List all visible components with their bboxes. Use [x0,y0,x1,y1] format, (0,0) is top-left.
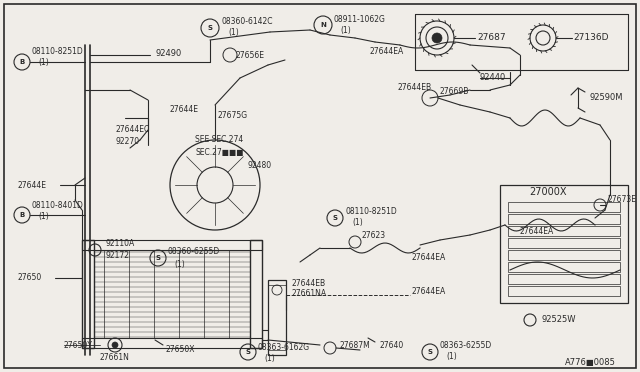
Text: (1): (1) [352,218,363,228]
Text: (1): (1) [264,353,275,362]
Text: 27644EB: 27644EB [292,279,326,288]
Bar [500,185,628,303]
Text: 92590M: 92590M [590,93,623,103]
Text: (1): (1) [38,58,49,67]
Text: 27661N: 27661N [100,353,130,362]
Text: 27644E: 27644E [170,106,199,115]
Text: 92490: 92490 [155,48,181,58]
Bar [508,238,620,248]
Text: B: B [19,59,24,65]
Text: 27644EA: 27644EA [412,253,446,263]
Text: 27687: 27687 [477,33,506,42]
Text: SEE SEC.274: SEE SEC.274 [195,135,243,144]
Bar [82,338,262,348]
Text: 08110-8251D: 08110-8251D [345,208,397,217]
Text: 27687M: 27687M [340,340,371,350]
Bar [508,250,620,260]
Text: S: S [156,255,161,261]
Text: SEC.27■■■: SEC.27■■■ [195,148,243,157]
Text: 27656E: 27656E [235,51,264,60]
Bar [82,240,94,348]
Text: 08110-8251D: 08110-8251D [32,48,84,57]
Bar [250,240,262,348]
Text: 27650Y: 27650Y [64,340,93,350]
Bar [268,280,286,355]
Text: 92110A: 92110A [105,240,134,248]
Bar [508,286,620,296]
Text: 27669B: 27669B [440,87,469,96]
Text: 27136D: 27136D [573,33,609,42]
Text: 08360-6142C: 08360-6142C [221,17,273,26]
Text: S: S [428,349,433,355]
Text: 27650X: 27650X [165,346,195,355]
Text: B: B [19,212,24,218]
Text: 27623: 27623 [362,231,386,241]
Text: S: S [207,25,212,31]
Text: 92172: 92172 [105,251,129,260]
Text: S: S [246,349,250,355]
Text: 27000X: 27000X [529,187,567,197]
Text: 92270: 92270 [115,138,139,147]
Text: 08363-6255D: 08363-6255D [440,341,492,350]
Bar [82,240,262,250]
Bar [508,202,620,212]
Text: 27661NA: 27661NA [292,289,327,298]
Text: S: S [333,215,337,221]
Text: 08911-1062G: 08911-1062G [334,15,386,23]
Text: 92440: 92440 [480,74,506,83]
Text: (1): (1) [174,260,185,269]
Text: 27644EA: 27644EA [370,48,404,57]
Text: 92525W: 92525W [542,315,577,324]
Text: A776■0085: A776■0085 [565,357,616,366]
Text: (1): (1) [446,353,457,362]
Bar [508,262,620,272]
Text: 92480: 92480 [248,160,272,170]
Text: 27675G: 27675G [218,110,248,119]
Text: 08363-6162G: 08363-6162G [258,343,310,353]
Text: 27644EC: 27644EC [115,125,149,135]
Text: 27673E: 27673E [608,196,637,205]
Text: (1): (1) [38,212,49,221]
Text: 27644EB: 27644EB [398,83,432,93]
Text: 08360-6255D: 08360-6255D [168,247,220,257]
Bar [508,274,620,284]
Text: 27650: 27650 [18,273,42,282]
Bar [508,214,620,224]
Text: N: N [320,22,326,28]
Text: 08110-8401D: 08110-8401D [32,201,84,209]
Text: (1): (1) [340,26,351,35]
Bar [508,226,620,236]
Circle shape [432,33,442,43]
Text: 27644EA: 27644EA [520,228,554,237]
Text: 27640: 27640 [380,340,404,350]
Text: (1): (1) [228,29,239,38]
Circle shape [112,342,118,348]
Text: 27644EA: 27644EA [412,288,446,296]
Text: 27644E: 27644E [18,180,47,189]
